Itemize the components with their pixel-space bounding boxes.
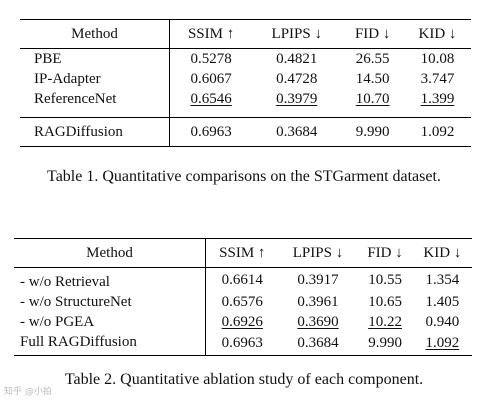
header-method: Method xyxy=(20,19,170,49)
kid-cell: 1.092 xyxy=(403,117,471,147)
lpips-cell: 0.3684 xyxy=(297,335,339,351)
table-header-row: Method SSIM ↑ LPIPS ↓ FID ↓ KID ↓ xyxy=(20,19,471,49)
ssim-cell: 0.6067 xyxy=(190,70,232,87)
ssim-cell: 0.6926 xyxy=(206,312,279,332)
header-lpips: LPIPS ↓ xyxy=(252,19,342,49)
kid-cell: 1.354 xyxy=(425,271,460,288)
fid-cell: 10.70 xyxy=(341,89,404,109)
best-row: Full RAGDiffusion 0.6963 0.3684 9.990 1.… xyxy=(14,332,472,356)
fid-cell: 9.990 xyxy=(341,117,404,147)
ssim-cell: 0.6963 xyxy=(169,117,253,147)
watermark: 知乎 @小拍 xyxy=(4,387,52,397)
second-best-value: 1.399 xyxy=(420,90,455,107)
lpips-cell: 0.4728 xyxy=(276,70,318,87)
table-row: ReferenceNet 0.6546 0.3979 10.70 1.399 xyxy=(20,89,471,109)
kid-cell: 10.08 xyxy=(420,50,455,67)
ssim-cell: 0.6963 xyxy=(221,335,263,351)
ssim-cell: 0.6576 xyxy=(221,293,263,310)
lpips-cell: 0.4821 xyxy=(276,50,318,67)
header-fid: FID ↓ xyxy=(341,19,404,49)
fid-cell: 26.55 xyxy=(355,50,390,67)
table-row: IP-Adapter 0.6067 0.4728 14.50 3.747 xyxy=(20,69,471,89)
method-cell: - w/o PGEA xyxy=(14,312,206,332)
table-row: - w/o Retrieval 0.6614 0.3917 10.55 1.35… xyxy=(14,267,472,292)
ssim-cell: 0.6614 xyxy=(221,271,263,288)
best-row: RAGDiffusion 0.6963 0.3684 9.990 1.092 xyxy=(20,117,471,147)
second-best-value: 1.092 xyxy=(425,335,460,351)
second-best-value: 0.3690 xyxy=(297,313,339,330)
method-cell: RAGDiffusion xyxy=(20,117,170,147)
method-cell: ReferenceNet xyxy=(20,89,170,109)
ssim-cell: 0.5278 xyxy=(190,50,232,67)
header-kid: KID ↓ xyxy=(412,238,472,268)
lpips-cell: 0.3979 xyxy=(252,89,341,109)
second-best-value: 0.6926 xyxy=(221,313,263,330)
header-ssim: SSIM ↑ xyxy=(205,238,279,268)
lpips-cell: 0.3684 xyxy=(252,117,342,147)
second-best-value: 0.3979 xyxy=(276,90,318,107)
header-fid: FID ↓ xyxy=(357,238,413,268)
table-header-row: Method SSIM ↑ LPIPS ↓ FID ↓ KID ↓ xyxy=(14,238,472,268)
fid-cell: 10.65 xyxy=(368,293,402,310)
fid-cell: 10.22 xyxy=(357,312,412,332)
kid-cell: 1.092 xyxy=(413,332,472,356)
table-row: - w/o StructureNet 0.6576 0.3961 10.65 1… xyxy=(14,292,472,312)
row-spacer xyxy=(20,109,471,118)
second-best-value: 10.22 xyxy=(368,313,402,330)
method-cell: Full RAGDiffusion xyxy=(14,332,206,356)
table-caption: Table 2. Quantitative ablation study of … xyxy=(64,371,424,388)
lpips-cell: 0.3961 xyxy=(297,293,339,310)
fid-cell: 9.990 xyxy=(368,335,402,351)
table-caption: Table 1. Quantitative comparisons on the… xyxy=(47,168,441,185)
ablation-table: Method SSIM ↑ LPIPS ↓ FID ↓ KID ↓ - w/o … xyxy=(14,238,472,356)
method-cell: - w/o StructureNet xyxy=(14,292,206,312)
lpips-cell: 0.3917 xyxy=(297,271,339,288)
method-cell: - w/o Retrieval xyxy=(14,267,206,292)
table-row: - w/o PGEA 0.6926 0.3690 10.22 0.940 xyxy=(14,312,472,332)
second-best-value: 10.70 xyxy=(355,90,390,107)
header-kid: KID ↓ xyxy=(403,19,471,49)
fid-cell: 14.50 xyxy=(355,70,390,87)
kid-cell: 1.405 xyxy=(425,293,460,310)
header-ssim: SSIM ↑ xyxy=(169,19,253,49)
header-method: Method xyxy=(14,238,206,268)
header-lpips: LPIPS ↓ xyxy=(278,238,358,268)
method-cell: IP-Adapter xyxy=(20,69,170,89)
fid-cell: 10.55 xyxy=(368,271,402,288)
second-best-value: 0.6546 xyxy=(190,90,232,107)
table-row: PBE 0.5278 0.4821 26.55 10.08 xyxy=(20,48,471,69)
kid-cell: 3.747 xyxy=(420,70,455,87)
comparison-table: Method SSIM ↑ LPIPS ↓ FID ↓ KID ↓ PBE 0.… xyxy=(20,19,471,147)
kid-cell: 0.940 xyxy=(425,313,460,330)
ssim-cell: 0.6546 xyxy=(170,89,253,109)
lpips-cell: 0.3690 xyxy=(279,312,358,332)
method-cell: PBE xyxy=(20,48,170,69)
kid-cell: 1.399 xyxy=(404,89,471,109)
